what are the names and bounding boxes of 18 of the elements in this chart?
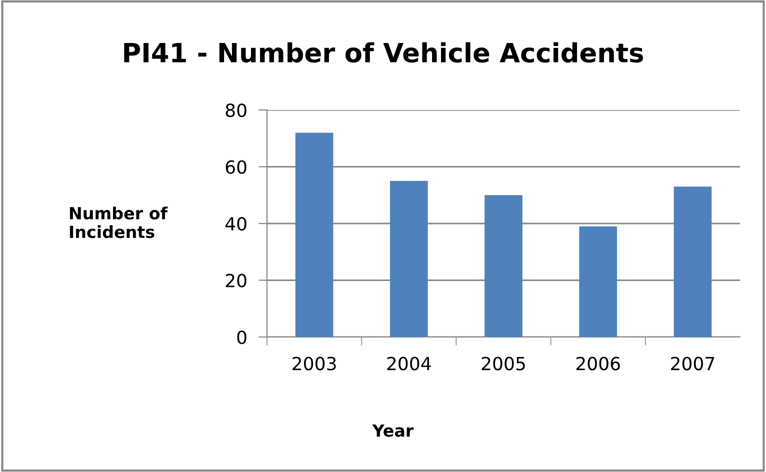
- y-tick-label: 60: [226, 160, 246, 174]
- bar: [579, 226, 618, 337]
- bar: [390, 180, 428, 337]
- y-tick-label: 20: [226, 274, 246, 288]
- bar: [484, 195, 522, 337]
- y-axis-title: Number of Incidents: [70, 206, 168, 238]
- y-tick-label: 40: [225, 216, 246, 231]
- x-tick-label: 2004: [387, 356, 431, 370]
- bar: [295, 132, 334, 337]
- x-tick-label: 2005: [482, 356, 525, 370]
- x-axis-title: Year: [372, 424, 414, 437]
- chart-title: PI41 - Number of Vehicle Accidents: [124, 42, 643, 63]
- y-tick-label: 80: [226, 103, 246, 118]
- x-tick-label: 2007: [671, 356, 714, 370]
- bar: [674, 186, 712, 337]
- x-tick-label: 2003: [292, 356, 336, 370]
- y-tick-label: 0: [237, 330, 246, 344]
- x-tick-label: 2006: [576, 356, 620, 370]
